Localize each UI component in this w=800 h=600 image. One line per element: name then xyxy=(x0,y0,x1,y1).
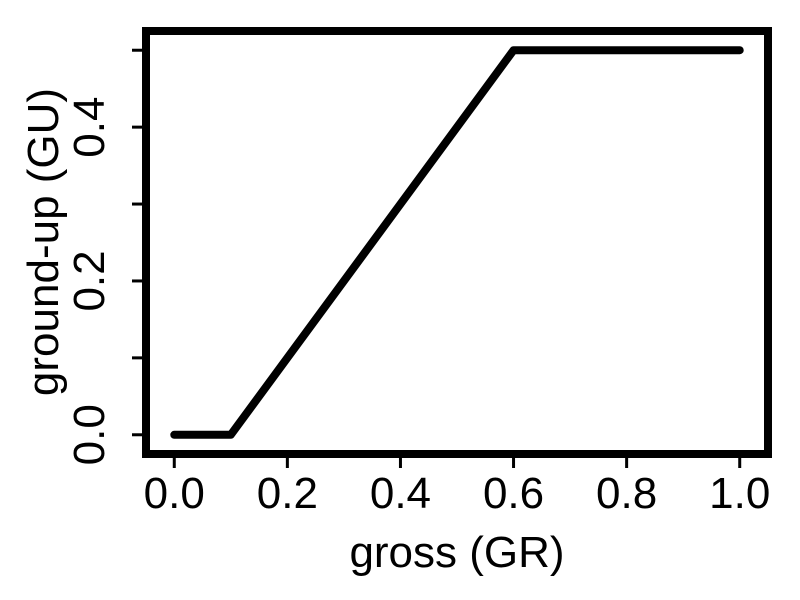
x-tick-label-2: 0.4 xyxy=(370,469,431,518)
x-axis-label: gross (GR) xyxy=(349,528,564,577)
y-tick-label-2: 0.2 xyxy=(65,250,114,311)
y-tick-label-0: 0.0 xyxy=(65,404,114,465)
x-tick-label-4: 0.8 xyxy=(596,469,657,518)
y-axis-ticks: 0.0 0.2 0.4 xyxy=(65,48,146,465)
plot-frame xyxy=(142,27,772,458)
x-tick-label-1: 0.2 xyxy=(257,469,318,518)
y-axis-label: ground-up (GU) xyxy=(19,88,68,396)
x-tick-label-5: 1.0 xyxy=(709,469,770,518)
x-axis-ticks: 0.0 0.2 0.4 0.6 0.8 1.0 xyxy=(144,454,770,518)
x-tick-label-3: 0.6 xyxy=(483,469,544,518)
series-line-0 xyxy=(170,46,744,439)
series-layer xyxy=(170,46,744,439)
y-tick-label-4: 0.4 xyxy=(65,97,114,158)
x-tick-label-0: 0.0 xyxy=(144,469,205,518)
